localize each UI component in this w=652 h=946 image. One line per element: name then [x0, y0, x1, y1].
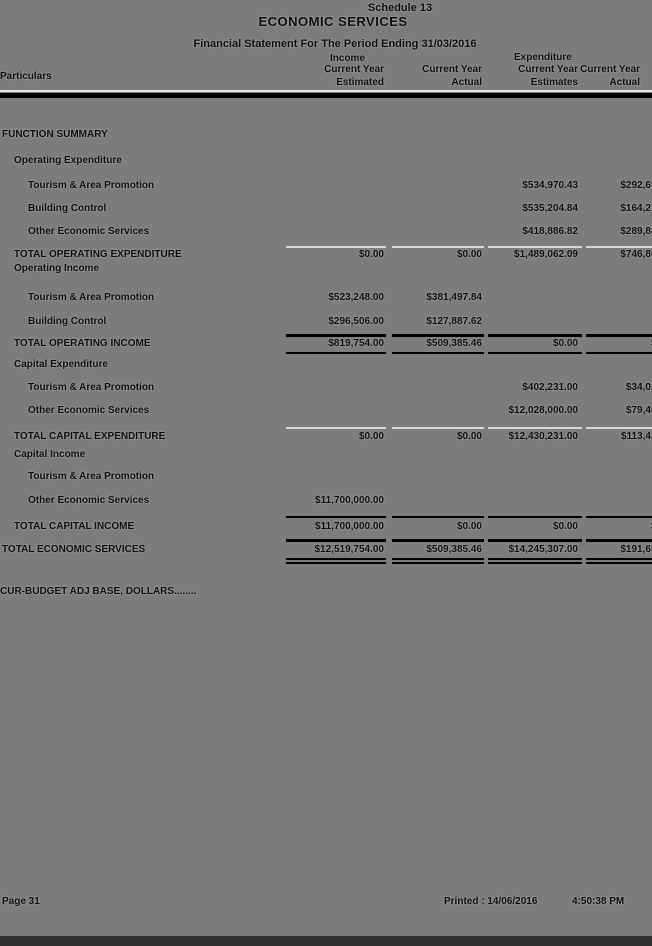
cell-expenditure-estimates: $1,489,062.09: [514, 249, 578, 260]
bottom-bar: [0, 936, 652, 946]
page-number: Page 31: [2, 896, 40, 907]
row-label: TOTAL OPERATING INCOME: [14, 338, 151, 349]
cell-expenditure-actual: $79,405.00: [625, 405, 652, 416]
cell-income-actual: $0.00: [456, 431, 482, 442]
row-label: TOTAL CAPITAL EXPENDITURE: [14, 431, 166, 442]
table-row: Operating Income: [0, 263, 652, 277]
table-row: Other Economic Services $12,028,000.00 $…: [0, 405, 652, 419]
footnote: CUR-BUDGET ADJ BASE, DOLLARS........: [0, 586, 197, 597]
cell-income-actual: $381,497.84: [426, 292, 482, 303]
row-label: Operating Expenditure: [14, 155, 122, 166]
row-label: TOTAL ECONOMIC SERVICES: [2, 544, 146, 555]
row-label: TOTAL CAPITAL INCOME: [14, 521, 135, 532]
table-row: Building Control $296,506.00 $127,887.62: [0, 316, 652, 330]
column-header-col2-line1: Current Year: [422, 64, 482, 75]
cell-expenditure-estimates: $418,886.82: [522, 226, 578, 237]
column-header-col2-line2: Actual: [451, 77, 482, 88]
row-label: Other Economic Services: [28, 405, 150, 416]
cell-income-actual: $509,385.46: [426, 338, 482, 349]
header-separator-light: [0, 90, 652, 92]
row-label: FUNCTION SUMMARY: [2, 129, 108, 140]
cell-expenditure-actual: $191,693.00: [620, 544, 652, 555]
row-label: Building Control: [28, 203, 107, 214]
row-label: Tourism & Area Promotion: [28, 382, 155, 393]
table-row: Building Control $535,204.84 $164,279.16: [0, 203, 652, 217]
cell-income-estimated: $12,519,754.00: [314, 544, 384, 555]
row-label: Capital Income: [14, 449, 86, 460]
cell-expenditure-actual: $0.00: [564, 521, 652, 532]
cell-income-estimated: $819,754.00: [328, 338, 384, 349]
cell-expenditure-actual: $289,889.76: [620, 226, 652, 237]
cell-income-estimated: $523,248.00: [328, 292, 384, 303]
printed-time: 4:50:38 PM: [572, 896, 625, 907]
cell-expenditure-actual: $0.00: [564, 338, 652, 349]
cell-income-estimated: $296,506.00: [328, 316, 384, 327]
row-label: Building Control: [28, 316, 107, 327]
row-label: Other Economic Services: [28, 495, 150, 506]
cell-expenditure-estimates: $0.00: [552, 338, 578, 349]
table-row-total: TOTAL OPERATING EXPENDITURE $0.00 $0.00 …: [0, 249, 652, 263]
table-row: Tourism & Area Promotion $402,231.00 $34…: [0, 382, 652, 396]
cell-expenditure-estimates: $14,245,307.00: [508, 544, 578, 555]
row-label: TOTAL OPERATING EXPENDITURE: [14, 249, 182, 260]
cell-expenditure-estimates: $12,430,231.00: [508, 431, 578, 442]
cell-income-estimated: $0.00: [358, 431, 384, 442]
cell-expenditure-actual: $746,863.47: [620, 249, 652, 260]
cell-income-actual: $0.00: [456, 521, 482, 532]
cell-income-estimated: $0.00: [358, 249, 384, 260]
table-row-grand-total: TOTAL ECONOMIC SERVICES $12,519,754.00 $…: [0, 544, 652, 558]
table-row-total: TOTAL CAPITAL EXPENDITURE $0.00 $0.00 $1…: [0, 431, 652, 445]
cell-income-estimated: $11,700,000.00: [315, 495, 384, 506]
table-row: Other Economic Services $11,700,000.00: [0, 495, 652, 509]
table-row: Tourism & Area Promotion $534,970.43 $29…: [0, 180, 652, 194]
table-row: Tourism & Area Promotion $523,248.00 $38…: [0, 292, 652, 306]
report-subtitle: Financial Statement For The Period Endin…: [193, 38, 477, 50]
cell-income-actual: $509,385.46: [426, 544, 482, 555]
column-header-col1-line2: Estimated: [336, 77, 384, 88]
cell-expenditure-estimates: $535,204.84: [522, 203, 578, 214]
column-header-col3-line1: Current Year: [518, 64, 578, 75]
table-row-total: TOTAL CAPITAL INCOME $11,700,000.00 $0.0…: [0, 521, 652, 535]
cell-expenditure-estimates: $534,970.43: [522, 180, 578, 191]
header-separator-dark: [0, 93, 652, 98]
column-header-col1-line1: Current Year: [324, 64, 384, 75]
table-row: Capital Income: [0, 449, 652, 463]
table-row: Other Economic Services $418,886.82 $289…: [0, 226, 652, 240]
cell-income-estimated: $11,700,000.00: [315, 521, 384, 532]
row-label: Other Economic Services: [28, 226, 150, 237]
row-label: Capital Expenditure: [14, 359, 108, 370]
cell-expenditure-actual: $292,694.55: [620, 180, 652, 191]
printed-date: Printed : 14/06/2016: [444, 896, 538, 907]
table-row: Capital Expenditure: [0, 359, 652, 373]
cell-income-actual: $127,887.62: [426, 316, 482, 327]
table-row: FUNCTION SUMMARY: [0, 129, 652, 143]
cell-income-actual: $0.00: [456, 249, 482, 260]
column-header-particulars: Particulars: [0, 71, 52, 82]
report-title: ECONOMIC SERVICES: [258, 14, 408, 29]
column-group-expenditure: Expenditure: [514, 52, 572, 63]
cell-expenditure-estimates: $12,028,000.00: [508, 405, 578, 416]
cell-expenditure-actual: $164,279.16: [620, 203, 652, 214]
cell-expenditure-actual: $34,021.00: [625, 382, 652, 393]
column-header-col4-line1: Current Year: [580, 64, 640, 75]
table-row: Operating Expenditure: [0, 155, 652, 169]
row-label: Tourism & Area Promotion: [28, 292, 155, 303]
schedule-label: Schedule 13: [367, 2, 433, 14]
column-group-income: Income: [330, 53, 366, 64]
cell-expenditure-estimates: $0.00: [552, 521, 578, 532]
row-label: Tourism & Area Promotion: [28, 471, 155, 482]
row-label: Tourism & Area Promotion: [28, 180, 155, 191]
column-header-col4-line2: Actual: [609, 77, 640, 88]
table-row: Tourism & Area Promotion: [0, 471, 652, 485]
column-header-col3-line2: Estimates: [530, 77, 578, 88]
row-label: Operating Income: [14, 263, 100, 274]
table-row-total: TOTAL OPERATING INCOME $819,754.00 $509,…: [0, 338, 652, 352]
cell-expenditure-actual: $113,426.00: [620, 431, 652, 442]
cell-expenditure-estimates: $402,231.00: [522, 382, 578, 393]
